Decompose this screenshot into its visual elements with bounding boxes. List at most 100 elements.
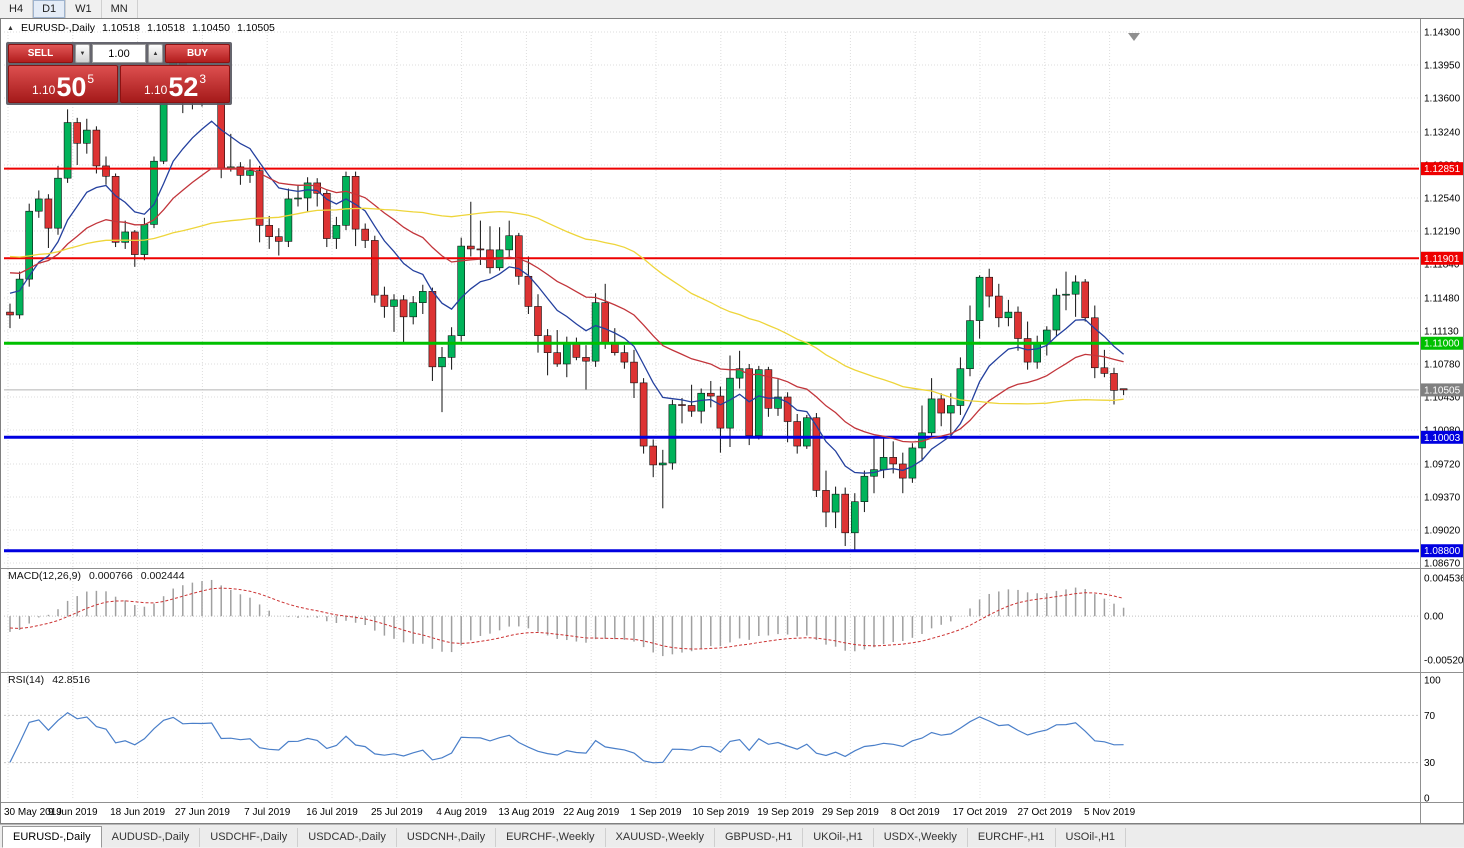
candle-bear [274, 236, 283, 242]
candle-bear [131, 231, 139, 255]
candle-bear [1014, 311, 1022, 339]
candle-bear [812, 417, 821, 491]
candle-bear [630, 361, 638, 384]
candle-bull [562, 343, 571, 365]
candle-bear [399, 299, 408, 318]
sell-button[interactable]: SELL [8, 44, 73, 63]
svg-text:1.11480: 1.11480 [1424, 293, 1460, 304]
candle-bear [313, 182, 322, 194]
candle-bull [726, 377, 734, 429]
chart-tab-usdx-weekly[interactable]: USDX-,Weekly [874, 828, 968, 847]
candle-bull [802, 417, 811, 447]
macd-pane: 0.004536 0.00 -0.005205 [4, 574, 1464, 667]
ma-line-sma50 [9, 207, 1124, 405]
candle-bull [1033, 343, 1041, 363]
svg-text:100: 100 [1424, 676, 1441, 687]
candle-bear [111, 176, 120, 243]
svg-text:27 Oct 2019: 27 Oct 2019 [1018, 807, 1073, 818]
candle-bull [908, 447, 917, 479]
candle-bull [1004, 311, 1013, 319]
candle-bear [236, 166, 245, 176]
timeframe-button-h4[interactable]: H4 [0, 0, 34, 18]
buy-price-big: 52 [168, 72, 199, 103]
svg-text:29 Sep 2019: 29 Sep 2019 [822, 807, 879, 818]
candle-bull [697, 392, 706, 412]
candle-bear [841, 493, 850, 534]
chart-window[interactable]: 1.143001.139501.136001.132401.128901.125… [0, 18, 1464, 824]
candle-bull [774, 396, 782, 409]
candle-bull [63, 122, 72, 179]
candle-bear [370, 240, 379, 296]
candle-bear [524, 275, 533, 307]
svg-text:1.10505: 1.10505 [1424, 385, 1461, 396]
chart-tab-eurchf-weekly[interactable]: EURCHF-,Weekly [496, 828, 606, 847]
candle-bull [25, 210, 34, 280]
candle-bear [322, 192, 331, 239]
timeframe-toolbar: H4 D1 W1 MN [0, 0, 1464, 19]
chart-tab-usdcnh-daily[interactable]: USDCNH-,Daily [397, 828, 497, 847]
candle-bull [850, 501, 859, 534]
chart-tab-audusd-daily[interactable]: AUDUSD-,Daily [102, 828, 201, 847]
chart-tab-bar: EURUSD-,Daily AUDUSD-,Daily USDCHF-,Daily U… [0, 824, 1464, 848]
sell-price-pipette: 5 [87, 72, 95, 86]
candle-bear [687, 405, 696, 412]
candle-bear [706, 392, 715, 397]
candle-bear [649, 445, 658, 466]
candle-bull [1071, 281, 1080, 295]
candle-bull [927, 398, 936, 434]
buy-button[interactable]: BUY [165, 44, 230, 63]
candle-bull [284, 198, 293, 242]
candle-bear [601, 302, 610, 343]
price-axis: 1.143001.139501.136001.132401.128901.125… [1421, 28, 1463, 570]
candles[interactable] [6, 48, 1128, 552]
candle-bull [505, 235, 514, 251]
timeframe-button-mn[interactable]: MN [102, 0, 138, 18]
candle-bear [514, 235, 523, 277]
timeframe-button-d1[interactable]: D1 [33, 0, 67, 18]
price-chart-canvas[interactable]: 1.143001.139501.136001.132401.128901.125… [0, 18, 1464, 824]
candle-bull [1052, 294, 1061, 331]
svg-text:1.13240: 1.13240 [1424, 127, 1461, 138]
chart-tab-usoil-h1[interactable]: USOil-,H1 [1056, 828, 1127, 847]
candle-bull [332, 225, 341, 239]
candle-bull [956, 368, 965, 406]
sell-price-prefix: 1.10 [31, 83, 56, 97]
candle-bull [447, 335, 456, 358]
buy-price-box[interactable]: 1.10 52 3 [120, 65, 230, 103]
svg-text:0: 0 [1424, 794, 1430, 805]
candle-bull [121, 231, 129, 243]
svg-text:16 Jul 2019: 16 Jul 2019 [306, 807, 358, 818]
svg-text:0.004536: 0.004536 [1424, 574, 1464, 585]
candle-bull [591, 302, 600, 362]
volume-input[interactable]: 1.00 [92, 44, 146, 63]
candle-bull [1062, 293, 1070, 296]
volume-decrease-button[interactable]: ▼ [75, 44, 90, 63]
candle-bear [553, 352, 562, 365]
svg-text:9 Jun 2019: 9 Jun 2019 [48, 807, 98, 818]
chart-tab-ukoil-h1[interactable]: UKOil-,H1 [803, 828, 874, 847]
volume-increase-button[interactable]: ▲ [148, 44, 163, 63]
candle-bull [294, 197, 302, 200]
chart-tab-usdcad-daily[interactable]: USDCAD-,Daily [298, 828, 397, 847]
candle-bull [831, 493, 840, 513]
candle-bear [764, 369, 773, 409]
svg-text:1.13600: 1.13600 [1424, 94, 1461, 105]
candle-bear [620, 352, 629, 363]
candle-bear [534, 306, 542, 336]
chart-tab-gbpusd-h1[interactable]: GBPUSD-,H1 [715, 828, 804, 847]
svg-text:1.10430: 1.10430 [1424, 393, 1461, 404]
candle-bull [457, 245, 466, 336]
timeframe-button-w1[interactable]: W1 [66, 0, 102, 18]
candle-bear [994, 295, 1003, 319]
chart-tab-xauusd-weekly[interactable]: XAUUSD-,Weekly [606, 828, 715, 847]
chart-tab-usdchf-daily[interactable]: USDCHF-,Daily [200, 828, 299, 847]
chart-tab-eurchf-h1[interactable]: EURCHF-,H1 [968, 828, 1056, 847]
svg-text:1.13950: 1.13950 [1424, 61, 1461, 72]
svg-text:7 Jul 2019: 7 Jul 2019 [244, 807, 291, 818]
svg-text:1.11840: 1.11840 [1424, 260, 1460, 271]
svg-text:1 Sep 2019: 1 Sep 2019 [630, 807, 682, 818]
svg-text:1.08670: 1.08670 [1424, 559, 1461, 570]
sell-price-box[interactable]: 1.10 50 5 [8, 65, 118, 103]
chart-tab-eurusd-daily[interactable]: EURUSD-,Daily [2, 826, 102, 848]
ma-line-ema10 [9, 120, 1125, 474]
